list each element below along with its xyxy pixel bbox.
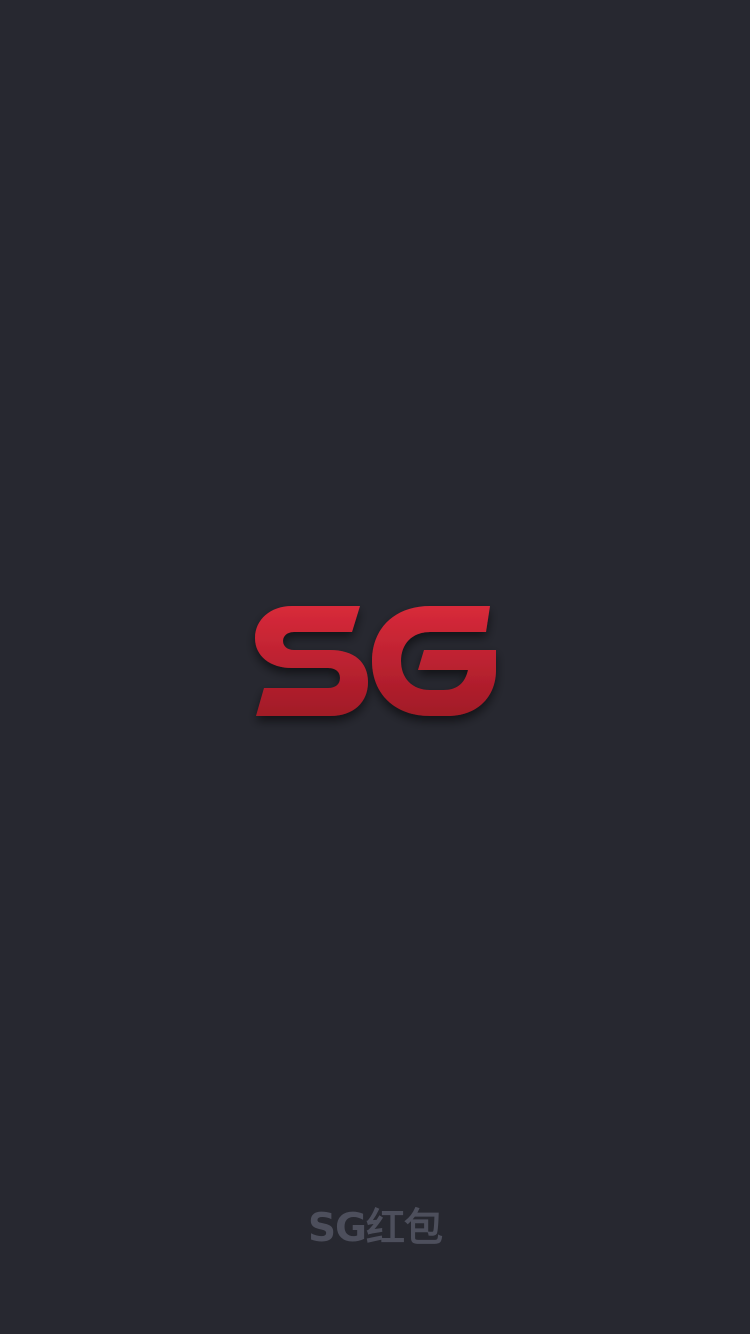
- logo-letter-s: [255, 606, 368, 716]
- logo-letter-g: [372, 606, 496, 716]
- sg-logo: [250, 598, 500, 724]
- app-name-label: SG红包: [307, 1206, 443, 1251]
- sg-logo-icon: [255, 606, 496, 716]
